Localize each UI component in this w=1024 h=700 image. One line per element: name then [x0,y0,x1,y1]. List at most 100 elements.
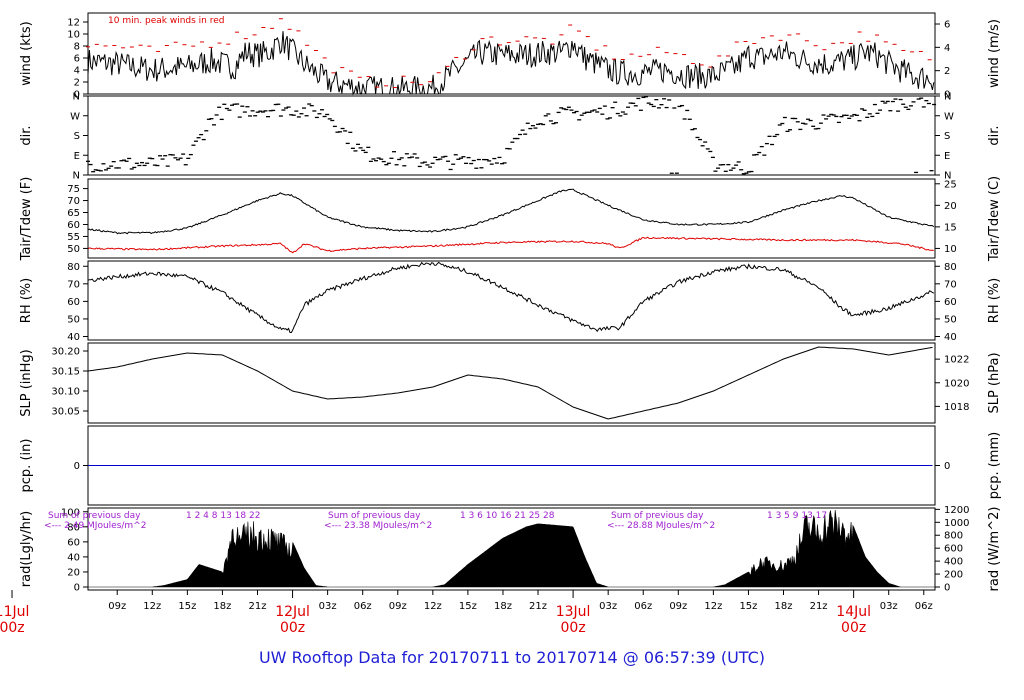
right-axis-label-temp: Tair/Tdew (C) [987,176,1002,262]
right-tick-label-wind: 6 [944,20,950,31]
x-tick-label: 18z [213,601,231,612]
panel-frame-dir [87,95,936,176]
left-axis-label-slp: SLP (inHg) [19,349,34,417]
radiation-note-sum: <--- 2.49 MJoules/m^2 [44,521,146,531]
left-tick-label-slp: 30.10 [51,387,80,398]
radiation-note-title: Sum of previous day [611,511,704,521]
left-tick-label-rad: 60 [67,537,80,548]
left-tick-label-slp: 30.20 [51,347,80,358]
date-label-hour: 00z [561,620,586,636]
right-tick-label-wind: 2 [944,66,950,77]
right-tick-label-slp: 1020 [944,378,969,389]
right-tick-label-pcp: 0 [944,461,950,472]
radiation-note-sum: <--- 23.38 MJoules/m^2 [324,521,432,531]
left-tick-label-rad: 100 [61,507,80,518]
right-tick-label-dir: S [944,131,950,142]
right-tick-label-rad: 800 [944,531,963,542]
x-tick-label: 03z [599,601,617,612]
x-tick-label: 06z [354,601,372,612]
left-tick-label-wind: 2 [74,78,80,89]
right-tick-label-rad: 600 [944,544,963,555]
panel-annotation-wind: 10 min. peak winds in red [108,16,225,26]
panel-frame-wind [87,12,936,95]
left-tick-label-dir: E [74,151,80,162]
right-tick-label-temp: 10 [944,244,957,255]
left-tick-label-slp: 30.05 [51,407,80,418]
left-tick-label-rh: 50 [67,314,80,325]
radiation-note-sum: <--- 28.88 MJoules/m^2 [607,521,715,531]
right-axis-label-wind: wind (m/s) [987,19,1002,88]
date-label-hour: 00z [0,620,25,636]
right-tick-label-dir: N [944,92,951,103]
panel-frame-rh [87,260,936,341]
right-axis-label-rad: rad (W/m^2) [987,507,1002,592]
radiation-note-title: Sum of previous day [48,511,141,521]
right-tick-label-rh: 60 [944,297,957,308]
x-tick-label: 03z [319,601,337,612]
x-tick-label: 03z [880,601,898,612]
right-tick-label-rad: 1200 [944,505,969,516]
left-tick-label-temp: 70 [67,196,80,207]
left-tick-label-wind: 10 [67,30,80,41]
right-tick-label-rh: 40 [944,332,957,343]
right-axis-label-rh: RH (%) [987,278,1002,323]
x-tick-label: 09z [108,601,126,612]
right-tick-label-temp: 20 [944,201,957,212]
right-tick-label-rad: 0 [944,582,950,593]
x-tick-label: 21z [249,601,267,612]
left-tick-label-dir: N [73,92,80,103]
left-tick-label-temp: 55 [67,232,80,243]
series-line-slp [87,346,933,420]
left-tick-label-rh: 60 [67,297,80,308]
radiation-note-hours: 1 2 4 8 13 18 22 [186,511,260,521]
left-tick-label-pcp: 0 [74,461,80,472]
left-tick-label-rad: 40 [67,552,80,563]
right-tick-label-dir: N [944,171,951,182]
right-tick-label-dir: E [944,151,950,162]
left-tick-label-slp: 30.15 [51,367,80,378]
right-tick-label-temp: 25 [944,179,957,190]
right-tick-label-rad: 200 [944,570,963,581]
left-tick-label-rad: 80 [67,522,80,533]
x-tick-label: 09z [669,601,687,612]
left-tick-label-wind: 4 [74,66,80,77]
x-tick-label: 06z [915,601,933,612]
left-axis-label-wind: wind (kts) [19,21,34,85]
left-axis-label-dir: dir. [19,125,34,145]
left-axis-label-rh: RH (%) [19,278,34,323]
left-axis-label-rad: rad(Lgly/hr) [19,511,34,587]
series-line-wind [87,31,935,96]
x-tick-label: 12z [143,601,161,612]
date-label-day: 11Jul [0,604,29,620]
x-tick-label: 21z [529,601,547,612]
left-tick-label-temp: 75 [67,184,80,195]
left-axis-label-temp: Tair/Tdew (F) [19,177,34,262]
left-tick-label-wind: 12 [67,18,80,29]
left-tick-label-rh: 80 [67,262,80,273]
x-tick-label: 06z [634,601,652,612]
right-axis-label-dir: dir. [987,125,1002,145]
right-tick-label-rad: 1000 [944,518,969,529]
x-tick-label: 15z [178,601,196,612]
left-tick-label-temp: 50 [67,244,80,255]
right-tick-label-rad: 400 [944,557,963,568]
date-label-hour: 00z [841,620,866,636]
series-line-temp-tair [87,188,935,235]
date-label-day: 14Jul [836,604,871,620]
radiation-note-hours: 1 3 5 9 13 17 [767,511,827,521]
left-tick-label-rh: 40 [67,332,80,343]
left-tick-label-rad: 20 [67,567,80,578]
radiation-note-hours: 1 3 6 10 16 21 25 28 [460,511,555,521]
left-tick-label-temp: 60 [67,220,80,231]
x-tick-label: 09z [389,601,407,612]
right-tick-label-wind: 0 [944,90,950,101]
left-tick-label-wind: 8 [74,42,80,53]
x-tick-label: 18z [494,601,512,612]
x-tick-label: 12z [424,601,442,612]
date-label-day: 13Jul [556,604,591,620]
right-tick-label-temp: 15 [944,222,957,233]
date-label-day: 12Jul [275,604,310,620]
left-tick-label-dir: S [74,131,80,142]
right-tick-label-rh: 70 [944,279,957,290]
